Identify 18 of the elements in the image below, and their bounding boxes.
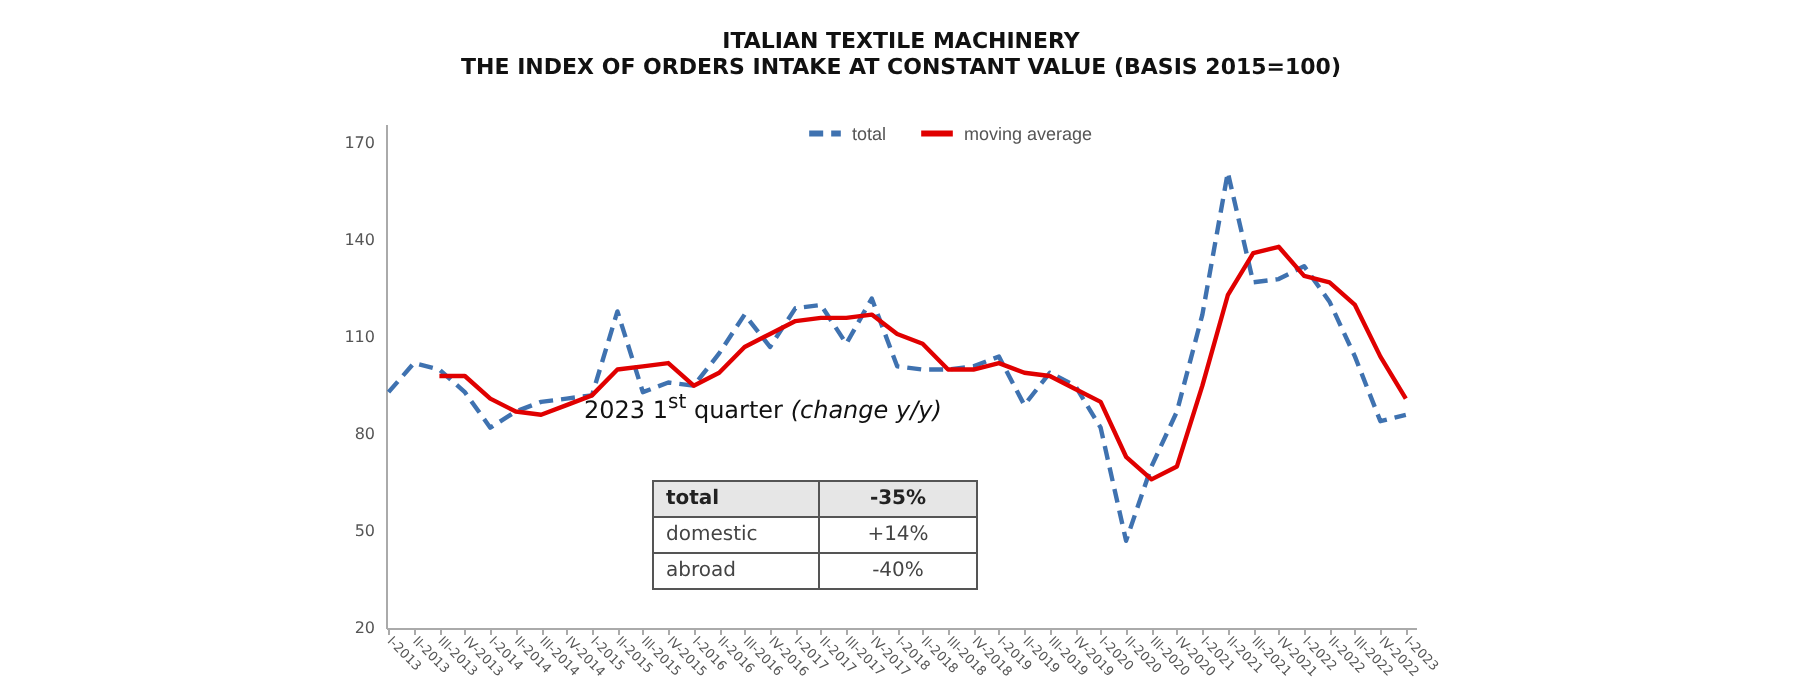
annotation: domestic <box>653 517 819 553</box>
annotation: total <box>653 481 819 517</box>
annotation: 2023 1$^{st}$ quarter (change y/y) <box>584 392 942 424</box>
y-tick-label: 80 <box>354 425 375 444</box>
chart-title: ITALIAN TEXTILE MACHINERY THE INDEX OF ORDERS INTAKE AT CONSTANT VALUE (BASIS 2015=100) <box>461 28 1341 80</box>
annotation: abroad <box>653 553 819 589</box>
annotation: -35% <box>819 481 977 517</box>
line-series <box>386 170 1409 543</box>
legend-label: total <box>852 123 887 144</box>
annotation: +14% <box>819 517 977 553</box>
legend-label: moving average <box>964 123 1093 144</box>
y-tick-label: 140 <box>344 231 375 250</box>
y-tick-label: 50 <box>354 522 375 541</box>
y-tick-label: 170 <box>344 134 375 153</box>
line-series <box>437 244 1409 482</box>
annotation: -40% <box>819 553 977 589</box>
y-tick-label: 20 <box>354 619 375 637</box>
y-tick-label: 110 <box>344 328 375 347</box>
